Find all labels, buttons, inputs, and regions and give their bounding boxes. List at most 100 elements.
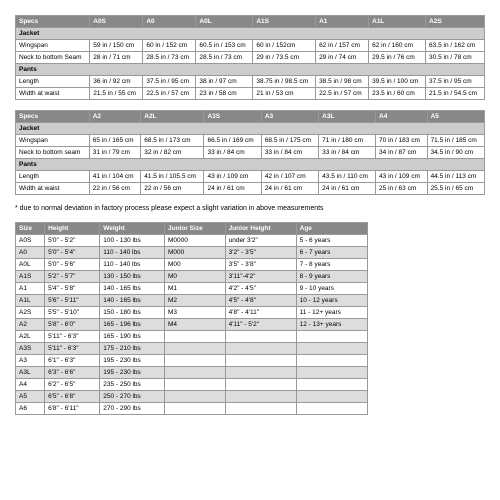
cell: Neck to bottom seam	[16, 147, 90, 159]
cell: 6'1" - 6'3"	[45, 355, 100, 367]
cell: 11 - 12+ years	[296, 307, 367, 319]
cell: 29.5 in / 76 cm	[369, 52, 426, 64]
cell: Neck to bottom Seam	[16, 52, 90, 64]
cell: 22.5 in / 57 cm	[143, 88, 196, 100]
cell: A0S	[16, 235, 45, 247]
cell: 110 - 140 lbs	[100, 247, 165, 259]
cell	[165, 367, 226, 379]
cell: 3'11"-4'2"	[225, 271, 296, 283]
cell: A3L	[16, 367, 45, 379]
table-row: A05'0" - 5'4"110 - 140 lbsM0003'2" - 3'5…	[16, 247, 368, 259]
cell: A1	[16, 283, 45, 295]
col-header: Age	[296, 223, 367, 235]
cell: 12 - 13+ years	[296, 319, 367, 331]
cell: A0	[16, 247, 45, 259]
cell: A3S	[16, 343, 45, 355]
cell: A1L	[16, 295, 45, 307]
cell: 68.5 in / 173 cm	[141, 135, 204, 147]
cell: Width at waist	[16, 88, 90, 100]
cell	[296, 355, 367, 367]
col-header: A3L	[319, 111, 376, 123]
cell: 22 in / 56 cm	[89, 183, 141, 195]
cell: 68.5 in / 175 cm	[261, 135, 318, 147]
table-row: A1S5'2" - 5'7"130 - 150 lbsM03'11"-4'2"8…	[16, 271, 368, 283]
table-row: Length41 in / 104 cm41.5 in / 105.5 cm43…	[16, 171, 485, 183]
cell: 59 in / 150 cm	[90, 40, 143, 52]
table-row: A56'5" - 6'8"250 - 270 lbs	[16, 391, 368, 403]
cell: 30.5 in / 78 cm	[426, 52, 485, 64]
cell: 29 in / 74 cm	[316, 52, 369, 64]
cell: M000	[165, 247, 226, 259]
cell: M00	[165, 259, 226, 271]
cell: 270 - 290 lbs	[100, 403, 165, 415]
col-header: A3S	[204, 111, 261, 123]
cell: 65 in / 165 cm	[89, 135, 141, 147]
cell: A2S	[16, 307, 45, 319]
cell: 9 - 10 years	[296, 283, 367, 295]
table-row: A0L5'0" - 5'6"110 - 140 lbsM003'5" - 3'8…	[16, 259, 368, 271]
cell: M0	[165, 271, 226, 283]
col-header: A2	[89, 111, 141, 123]
table-row: A66'8" - 6'11"270 - 290 lbs	[16, 403, 368, 415]
cell	[225, 391, 296, 403]
cell: Length	[16, 76, 90, 88]
col-header: Junior Height	[225, 223, 296, 235]
cell: 41 in / 104 cm	[89, 171, 141, 183]
cell: 5'2" - 5'7"	[45, 271, 100, 283]
cell: Length	[16, 171, 90, 183]
cell: 6'5" - 6'8"	[45, 391, 100, 403]
cell: 5'8" - 6'0"	[45, 319, 100, 331]
cell: 34.5 in / 90 cm	[427, 147, 484, 159]
cell: 140 - 165 lbs	[100, 283, 165, 295]
col-header: A1L	[369, 16, 426, 28]
cell: 60 in / 152cm	[253, 40, 316, 52]
cell: 5'0" - 5'6"	[45, 259, 100, 271]
cell: 7 - 8 years	[296, 259, 367, 271]
cell: 29 in / 73.5 cm	[253, 52, 316, 64]
col-header: Junior Size	[165, 223, 226, 235]
cell: 150 - 180 lbs	[100, 307, 165, 319]
table-row: A1L5'6" - 5'11"140 - 165 lbsM24'5" - 4'8…	[16, 295, 368, 307]
cell: 24 in / 61 cm	[319, 183, 376, 195]
cell	[296, 367, 367, 379]
cell: M0000	[165, 235, 226, 247]
cell: 130 - 150 lbs	[100, 271, 165, 283]
cell: 175 - 210 lbs	[100, 343, 165, 355]
cell	[296, 391, 367, 403]
table-row: Neck to bottom Seam28 in / 71 cm28.5 in …	[16, 52, 485, 64]
cell: A0L	[16, 259, 45, 271]
col-header: Height	[45, 223, 100, 235]
cell: 24 in / 61 cm	[261, 183, 318, 195]
col-header: Specs	[16, 111, 90, 123]
cell: 60.5 in / 153 cm	[196, 40, 253, 52]
table-row: A2L5'11" - 6'3"165 - 190 lbs	[16, 331, 368, 343]
cell: 60 in / 152 cm	[143, 40, 196, 52]
cell: 23.5 in / 60 cm	[369, 88, 426, 100]
cell	[165, 331, 226, 343]
cell: 3'2" - 3'5"	[225, 247, 296, 259]
cell: 5'4" - 5'8"	[45, 283, 100, 295]
col-header: A4	[376, 111, 428, 123]
cell: 4'5" - 4'8"	[225, 295, 296, 307]
cell: 5'6" - 5'11"	[45, 295, 100, 307]
cell: Wingspan	[16, 135, 90, 147]
cell: 10 - 12 years	[296, 295, 367, 307]
table-row: A15'4" - 5'8"140 - 165 lbsM14'2" - 4'5"9…	[16, 283, 368, 295]
table-row: A3S5'11" - 6'3"175 - 210 lbs	[16, 343, 368, 355]
deviation-note: * due to normal deviation in factory pro…	[15, 205, 485, 212]
cell: 24 in / 61 cm	[204, 183, 261, 195]
specs-table-2: SpecsA2A2LA3SA3A3LA4A5JacketWingspan65 i…	[15, 110, 485, 195]
cell	[225, 331, 296, 343]
cell: 62 in / 157 cm	[316, 40, 369, 52]
cell: 39.5 in / 100 cm	[369, 76, 426, 88]
col-header: A2L	[141, 111, 204, 123]
cell: 33 in / 84 cm	[319, 147, 376, 159]
cell: 63.5 in / 162 cm	[426, 40, 485, 52]
table-row: Wingspan65 in / 165 cm68.5 in / 173 cm66…	[16, 135, 485, 147]
cell: 5 - 6 years	[296, 235, 367, 247]
specs-table-1: SpecsA0SA0A0LA1SA1A1LA2SJacketWingspan59…	[15, 15, 485, 100]
cell: 23 in / 58 cm	[196, 88, 253, 100]
cell: 25.5 in / 65 cm	[427, 183, 484, 195]
col-header: A1S	[253, 16, 316, 28]
cell: 42 in / 107 cm	[261, 171, 318, 183]
